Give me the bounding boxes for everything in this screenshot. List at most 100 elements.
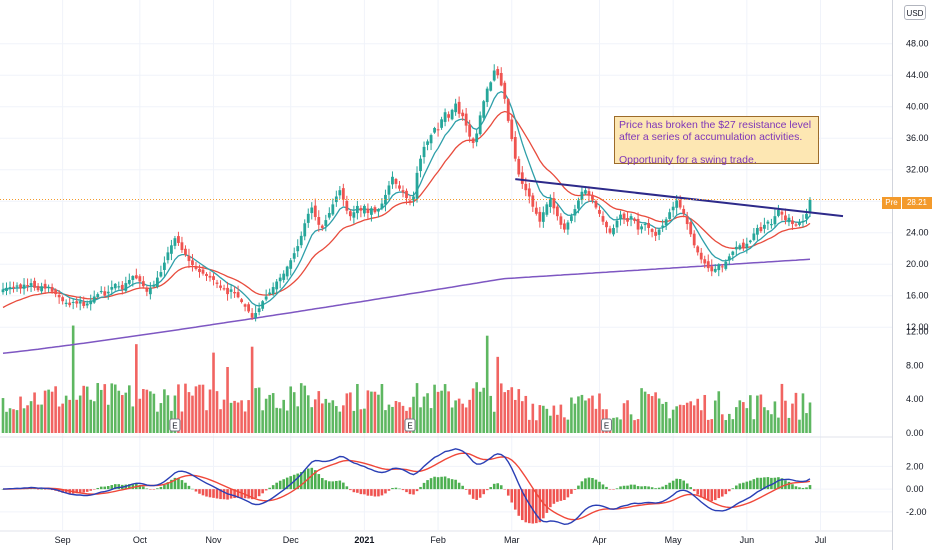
earnings-marker[interactable]: E [169,418,181,432]
currency-selector[interactable]: USD [904,5,926,20]
candle [92,290,96,304]
volume-bar [584,400,587,433]
earnings-badge[interactable] [600,418,612,432]
candle-body [499,72,503,86]
candle-body [205,273,208,277]
macd-histogram-bar [584,478,587,490]
volume-bar [373,391,377,433]
earnings-badge[interactable] [404,418,416,432]
candle [784,208,787,225]
candle-body [570,216,573,221]
candle-body [619,214,622,220]
volume-bar [124,392,128,433]
volume-bar [349,392,352,433]
volume-bar [335,406,338,433]
volume-bar [485,335,489,433]
volume-bar [236,402,240,433]
candle-body [173,238,177,246]
candle-body [299,235,303,246]
candle [552,191,556,215]
volume-bar [1,398,5,433]
macd-histogram-bar [285,477,289,490]
candle [341,183,345,206]
candle-body [615,220,619,228]
macd-histogram-bar [377,489,380,497]
candle [798,218,801,227]
volume-bar [643,391,647,433]
macd-histogram-bar [489,487,493,490]
macd-histogram-bar [671,480,675,490]
macd-histogram-bar [520,489,524,521]
candle [177,231,180,246]
candle [787,213,791,227]
volume-bar [89,399,93,433]
macd-histogram-bar [668,482,671,490]
candle-body [541,212,545,222]
macd-histogram-bar [724,489,728,495]
volume-bar [742,402,745,433]
candle [440,116,443,130]
macd-histogram-bar [103,486,107,490]
volume-bar [261,410,264,433]
macd-histogram-bar [640,486,643,490]
candle [710,259,714,277]
volume-bar [219,409,222,433]
volume-bar [243,411,247,433]
volume-bar [317,391,321,433]
volume-bar [145,389,149,433]
volume-bar [559,404,563,433]
earnings-marker[interactable]: E [404,418,416,432]
candle-body [78,301,82,304]
earnings-marker[interactable]: E [600,418,612,432]
volume-bar [422,396,426,433]
volume-bar [471,388,475,433]
candle-body [184,248,187,255]
volume-bar [282,399,285,433]
candle [15,282,19,292]
candle [247,302,251,314]
volume-bar [208,389,212,433]
candle-body [745,243,749,249]
candle [359,205,363,218]
candle-body [573,209,577,216]
macd-histogram-bar [387,489,391,491]
candle [327,207,331,220]
candle [591,191,594,204]
candle [345,195,349,215]
macd-histogram-bar [763,477,766,490]
x-tick-label: Jul [815,535,827,545]
macd-histogram-bar [759,477,763,490]
candle [61,295,65,305]
macd-histogram-bar [678,479,682,490]
volume-bar [356,383,359,433]
earnings-badge[interactable] [169,418,181,432]
macd-histogram-bar [619,486,622,490]
volume-bar [163,389,166,433]
candle-body [671,206,675,211]
candle [268,288,272,296]
annotation-box[interactable]: Price has broken the $27 resistance leve… [614,116,819,166]
candle-body [734,246,738,250]
macd-histogram-bar [92,489,96,490]
volume-bar [306,395,310,433]
volume-bar [661,403,664,433]
candle-body [657,229,661,235]
candle-body [96,294,100,297]
volume-bar [542,405,545,433]
macd-histogram-bar [187,485,191,490]
volume-bar [320,403,324,433]
candle [577,197,580,214]
macd-histogram-bar [426,480,429,490]
resistance-trendline[interactable] [515,178,844,218]
candle-body [68,302,72,306]
candle-body [359,208,363,211]
candle-body [727,256,731,261]
candle [282,270,286,283]
candle-body [366,208,370,214]
volume-bar [731,419,735,433]
macd-histogram-bar [43,489,47,490]
macd-histogram-bar [492,483,496,490]
candle [75,296,79,308]
